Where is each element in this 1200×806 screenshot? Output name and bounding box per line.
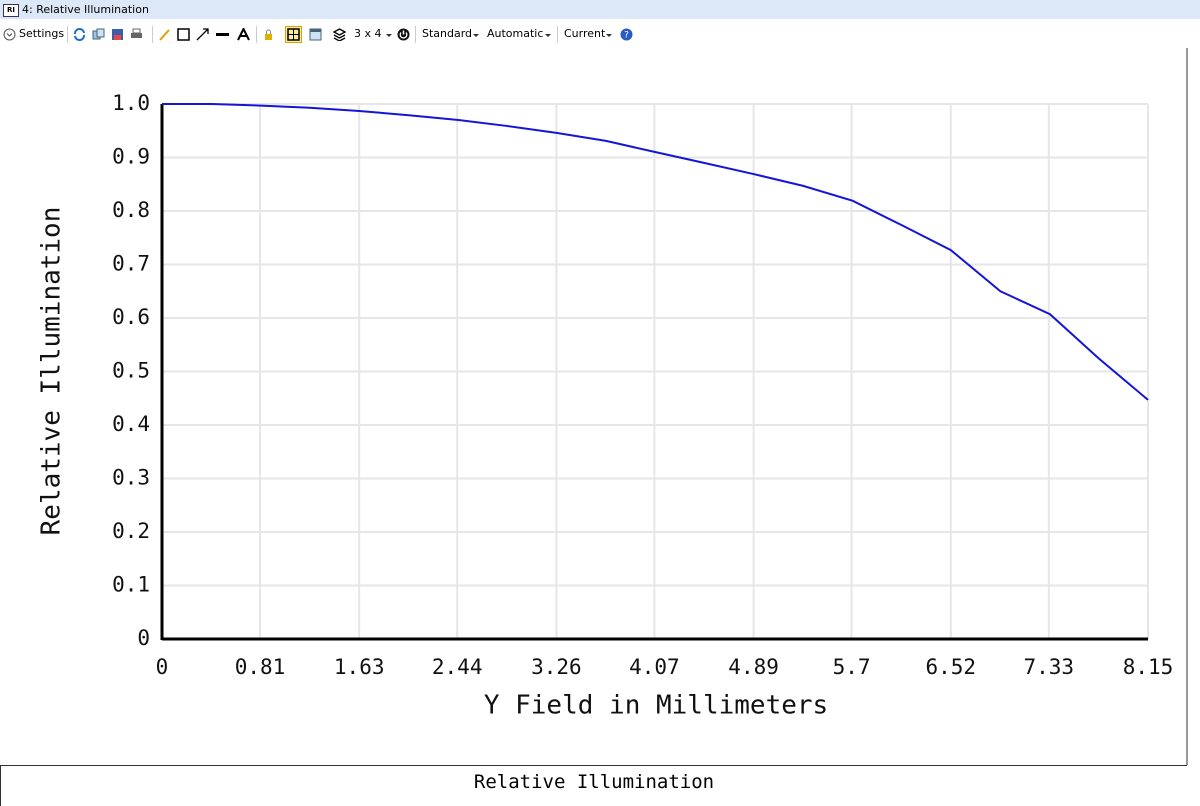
zoom-icon[interactable] xyxy=(285,26,302,43)
title-bar: RI 4: Relative Illumination xyxy=(0,0,1200,19)
dropdown-arrow xyxy=(473,34,479,37)
copy-icon[interactable] xyxy=(92,28,105,41)
dropdown-arrow xyxy=(545,34,551,37)
window-title: 4: Relative Illumination xyxy=(22,3,149,16)
y-tick-label: 0.1 xyxy=(112,573,150,597)
settings-icon[interactable] xyxy=(3,28,16,41)
separator xyxy=(557,26,558,43)
save-icon[interactable] xyxy=(111,28,124,41)
x-tick-label: 1.63 xyxy=(334,655,385,679)
y-tick-label: 0.3 xyxy=(112,466,150,490)
current-dropdown[interactable]: Current xyxy=(564,27,606,40)
separator xyxy=(256,26,257,43)
dropdown-arrow xyxy=(606,34,612,37)
line-icon[interactable] xyxy=(216,28,229,41)
footer-title: Relative Illumination xyxy=(473,771,715,793)
lock-icon[interactable] xyxy=(262,28,275,41)
chart: Relative Illumination Y Field in Millime… xyxy=(37,48,1188,765)
x-tick-label: 5.7 xyxy=(833,655,871,679)
arrow-icon[interactable] xyxy=(196,28,209,41)
data-line xyxy=(162,103,1149,401)
window-icon: RI xyxy=(3,4,19,17)
print-icon[interactable] xyxy=(130,28,143,41)
y-tick-label: 0.4 xyxy=(112,412,150,436)
y-tick-label: 0 xyxy=(137,626,150,650)
automatic-dropdown[interactable]: Automatic xyxy=(487,27,544,40)
standard-dropdown[interactable]: Standard xyxy=(422,27,473,40)
y-tick-label: 1.0 xyxy=(112,91,150,115)
x-tick-label: 7.33 xyxy=(1024,655,1075,679)
y-tick-label: 0.6 xyxy=(112,305,150,329)
dropdown-arrow xyxy=(386,34,392,37)
pencil-icon[interactable] xyxy=(158,28,171,41)
y-tick-label: 0.8 xyxy=(112,198,150,222)
y-axis-label: Relative Illumination xyxy=(37,207,67,536)
separator xyxy=(67,26,68,43)
x-tick-label: 4.89 xyxy=(728,655,779,679)
power-icon[interactable] xyxy=(397,28,410,41)
layout-dropdown[interactable]: 3 x 4 xyxy=(354,27,382,40)
y-tick-label: 0.5 xyxy=(112,359,150,383)
x-tick-label: 0 xyxy=(156,655,169,679)
x-tick-label: 2.44 xyxy=(432,655,483,679)
window-icon-button[interactable] xyxy=(309,28,322,41)
x-tick-label: 4.07 xyxy=(629,655,680,679)
y-tick-label: 0.7 xyxy=(112,252,150,276)
rectangle-icon[interactable] xyxy=(177,28,190,41)
separator xyxy=(152,26,153,43)
text-icon[interactable] xyxy=(237,28,250,41)
y-tick-label: 0.2 xyxy=(112,519,150,543)
refresh-icon[interactable] xyxy=(73,28,86,41)
separator xyxy=(415,26,416,43)
layers-icon[interactable] xyxy=(333,28,346,41)
x-tick-label: 6.52 xyxy=(926,655,977,679)
svg-text:?: ? xyxy=(624,31,629,41)
help-icon[interactable]: ? xyxy=(620,28,633,41)
x-tick-label: 8.15 xyxy=(1123,655,1174,679)
x-tick-label: 3.26 xyxy=(531,655,582,679)
toolbar: Settings 3 x 4 Standard Automatic Curren… xyxy=(0,21,1200,47)
settings-button[interactable]: Settings xyxy=(19,27,65,40)
footer: Relative Illumination xyxy=(0,765,1187,806)
x-axis-label: Y Field in Millimeters xyxy=(484,691,828,721)
x-tick-label: 0.81 xyxy=(235,655,286,679)
y-tick-label: 0.9 xyxy=(112,145,150,169)
